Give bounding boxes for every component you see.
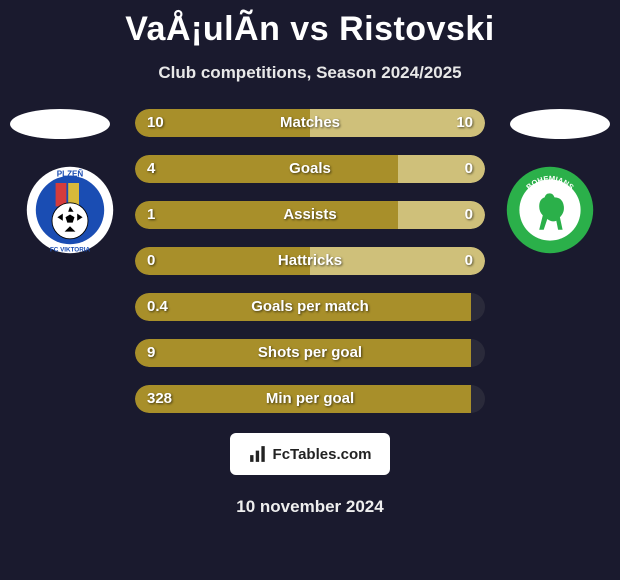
stat-label: Hattricks (135, 247, 485, 275)
stat-value-right: 10 (444, 109, 485, 137)
chart-icon (249, 445, 267, 463)
stat-label: Matches (135, 109, 485, 137)
stat-row: Hattricks0 0 (135, 247, 485, 275)
stat-row: Goals per match0.4 (135, 293, 485, 321)
stat-value-left: 10 (135, 109, 176, 137)
stat-row: Goals4 0 (135, 155, 485, 183)
stat-value-left: 0 (135, 247, 167, 275)
stat-value-right: 0 (453, 155, 485, 183)
comparison-content: PLZEŇ FC VIKTORIA BOHEMIANS PRAHA (0, 109, 620, 517)
stat-value-left: 1 (135, 201, 167, 229)
stat-row: Matches10 10 (135, 109, 485, 137)
stat-row: Shots per goal9 (135, 339, 485, 367)
stat-label: Shots per goal (135, 339, 485, 367)
brand-box: FcTables.com (230, 433, 390, 475)
brand-text: FcTables.com (273, 446, 372, 463)
club-crest-left: PLZEŇ FC VIKTORIA (25, 165, 115, 255)
stat-value-left: 4 (135, 155, 167, 183)
stat-value-left: 9 (135, 339, 167, 367)
stat-value-left: 328 (135, 385, 184, 413)
crest-left-bottom-text: FC VIKTORIA (50, 246, 91, 253)
stat-row: Min per goal328 (135, 385, 485, 413)
crest-right-svg: BOHEMIANS PRAHA (505, 165, 595, 255)
crest-left-svg: PLZEŇ FC VIKTORIA (25, 165, 115, 255)
stat-value-left: 0.4 (135, 293, 180, 321)
crest-left-top-text: PLZEŇ (57, 170, 84, 179)
stat-label: Goals (135, 155, 485, 183)
stat-value-right: 0 (453, 201, 485, 229)
stat-label: Min per goal (135, 385, 485, 413)
stat-label: Goals per match (135, 293, 485, 321)
stat-value-right: 0 (453, 247, 485, 275)
stat-row: Assists1 0 (135, 201, 485, 229)
player-disc-right (510, 109, 610, 139)
player-disc-left (10, 109, 110, 139)
club-crest-right: BOHEMIANS PRAHA (505, 165, 595, 255)
subtitle: Club competitions, Season 2024/2025 (0, 63, 620, 83)
date-text: 10 november 2024 (0, 497, 620, 517)
page-title: VaÅ¡ulÃ­n vs Ristovski (0, 0, 620, 49)
stat-label: Assists (135, 201, 485, 229)
stat-bars: Matches1010Goals40Assists10Hattricks00Go… (135, 109, 485, 413)
